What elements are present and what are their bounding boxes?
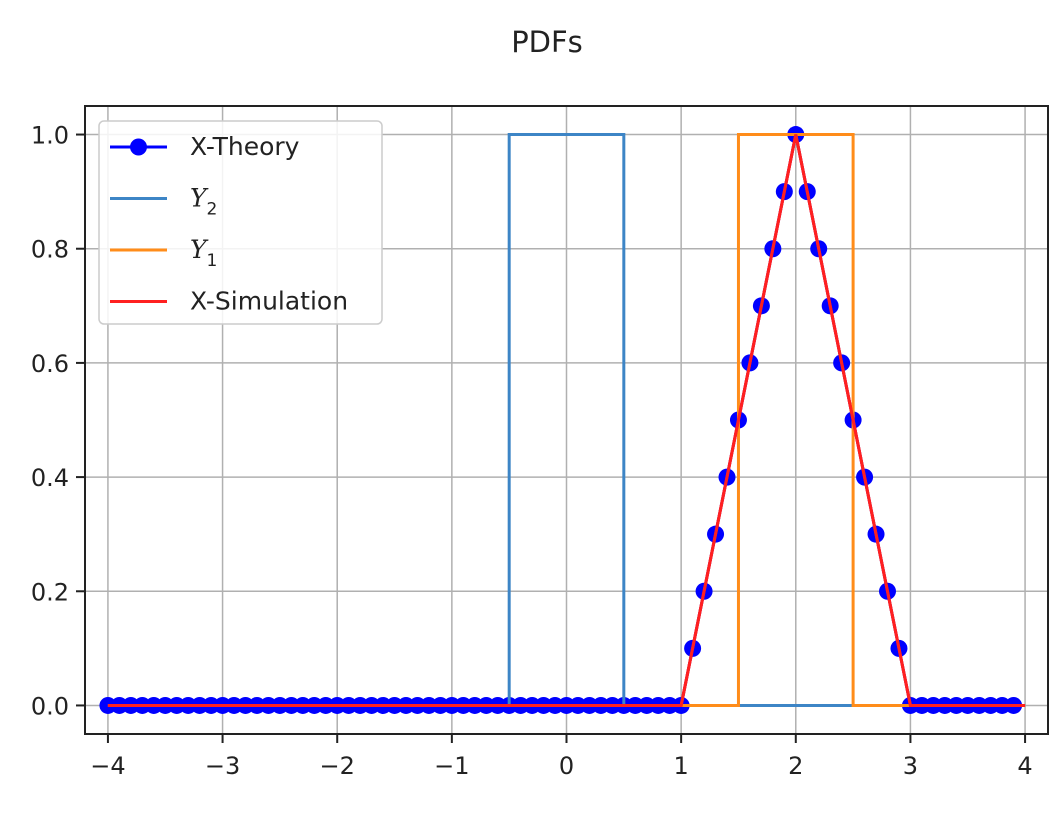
legend-label: X-Simulation xyxy=(190,287,348,316)
legend-marker xyxy=(130,138,147,156)
y-tick-label: 0.6 xyxy=(31,350,69,378)
y-tick-label: 0.2 xyxy=(31,578,69,606)
chart-title: PDFs xyxy=(511,25,583,59)
x-tick-label: 3 xyxy=(903,752,918,780)
legend-label: Y1 xyxy=(190,235,217,271)
x-tick-label: 4 xyxy=(1017,752,1032,780)
y-tick-label: 0.8 xyxy=(31,236,69,264)
series-x-simulation-overlay xyxy=(107,134,1026,707)
legend-item: X-Simulation xyxy=(110,287,348,316)
legend-label-subscript: 1 xyxy=(207,251,218,271)
legend-label: X-Theory xyxy=(190,132,300,161)
legend-label-subscript: 2 xyxy=(207,200,218,220)
legend-label-main: Y xyxy=(190,235,209,264)
x-tick-label: −3 xyxy=(205,752,240,780)
x-tick-label: 0 xyxy=(559,752,574,780)
x-tick-label: 1 xyxy=(674,752,689,780)
legend-box xyxy=(98,120,383,325)
y-tick-label: 0.0 xyxy=(31,692,69,720)
legend-label-main: Y xyxy=(190,184,209,213)
grid xyxy=(85,106,1048,734)
axis-ticks: −4 −3 −2 −1 0 1 2 3 4 0.0 0.2 0.4 0.6 0.8 1.0 xyxy=(31,122,1033,780)
y-tick-label: 0.4 xyxy=(31,464,69,492)
x-tick-label: −1 xyxy=(434,752,469,780)
legend-item: X-Theory xyxy=(110,132,300,161)
x-tick-label: 2 xyxy=(788,752,803,780)
x-tick-label: −2 xyxy=(320,752,355,780)
legend-label: Y2 xyxy=(190,184,217,220)
y-tick-label: 1.0 xyxy=(31,122,69,150)
legend-item: Y2 xyxy=(110,184,217,220)
x-tick-label: −4 xyxy=(90,752,125,780)
series-layer xyxy=(99,126,1026,714)
legend-item: Y1 xyxy=(110,235,217,271)
